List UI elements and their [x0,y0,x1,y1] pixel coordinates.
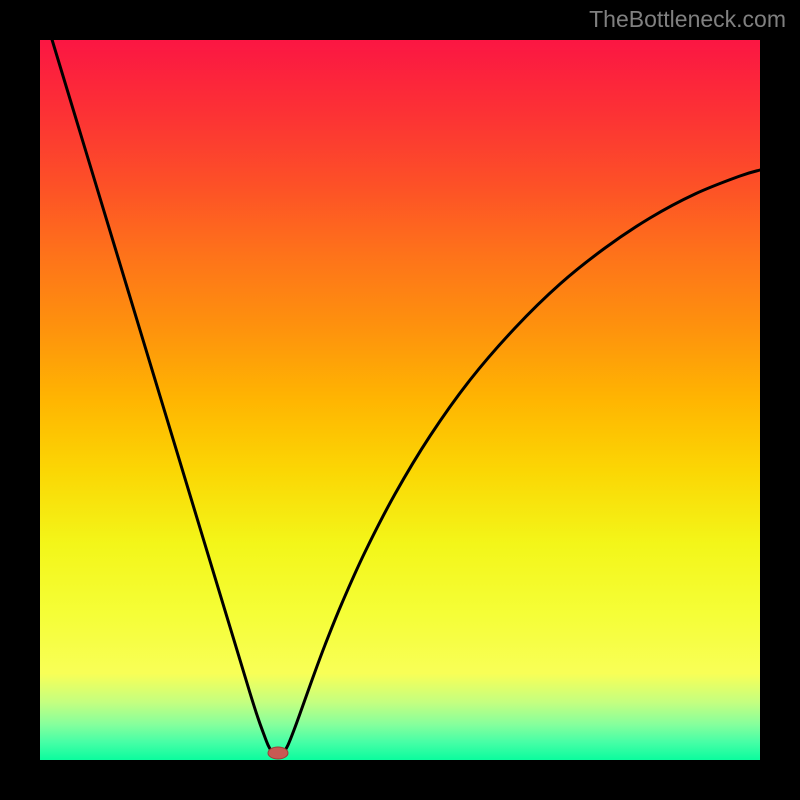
bottleneck-curve-right [284,170,760,752]
minimum-marker [268,747,288,759]
watermark-text: TheBottleneck.com [589,6,786,33]
chart-container: TheBottleneck.com [0,0,800,800]
plot-area [40,40,760,760]
bottleneck-curve-left [40,40,272,752]
curve-layer [40,40,760,760]
